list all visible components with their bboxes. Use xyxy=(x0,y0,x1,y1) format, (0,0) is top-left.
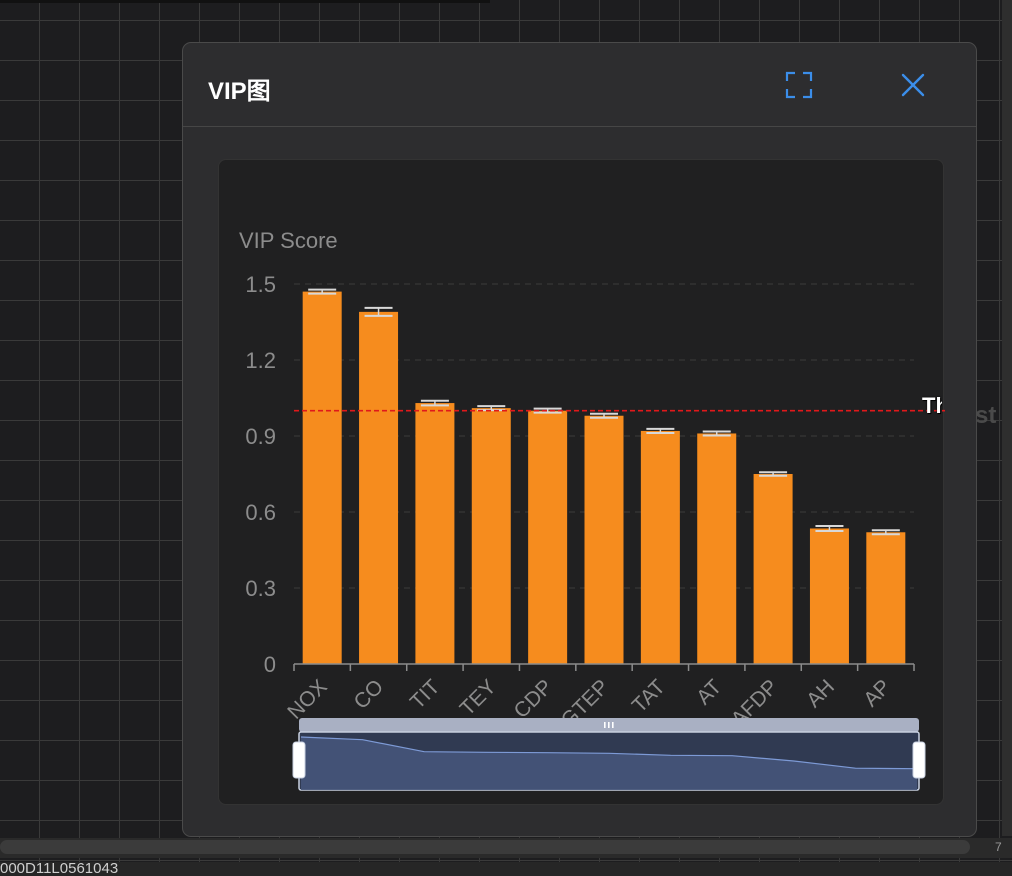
error-bar-gtep xyxy=(590,412,618,419)
bottom-id-text: 000D11L0561043 xyxy=(0,862,1012,876)
vip-bar-chart: VIP Score 0 0.3 0.6 0.9 1.2 1.5 NOX CO TIT TEY CD… xyxy=(239,228,945,791)
zoom-grip xyxy=(608,722,610,728)
error-bar-afdp xyxy=(759,471,788,477)
chart-card: VIP Score 0 0.3 0.6 0.9 1.2 1.5 NOX CO TIT TEY CD… xyxy=(218,159,945,805)
y-tick-label: 0.9 xyxy=(245,424,276,449)
bar-ah xyxy=(809,528,849,664)
top-strip xyxy=(0,0,490,3)
error-bar-ap xyxy=(871,529,900,536)
zoom-line xyxy=(300,736,918,770)
zoom-handle-right[interactable] xyxy=(912,741,926,779)
fullscreen-icon xyxy=(785,71,813,99)
bar-at xyxy=(697,433,737,664)
x-tick-label: TEY xyxy=(456,675,501,720)
error-bar-nox xyxy=(308,288,337,295)
x-tick-label: CDP xyxy=(510,675,558,723)
zoom-grip xyxy=(612,722,614,728)
error-bar-at xyxy=(702,430,731,437)
bar-co xyxy=(359,311,399,664)
x-axis xyxy=(293,663,915,671)
x-tick-label: AT xyxy=(692,675,726,709)
x-tick-label: TAT xyxy=(628,675,670,717)
error-bar-cdp xyxy=(533,407,562,414)
close-icon xyxy=(901,73,925,97)
error-bar-tat xyxy=(646,427,675,434)
horizontal-scrollbar[interactable] xyxy=(0,840,970,854)
zoom-area xyxy=(301,737,917,790)
y-axis-label: VIP Score xyxy=(239,228,338,253)
dialog-header: VIP图 xyxy=(183,43,976,127)
x-tick-label: AP xyxy=(859,675,895,711)
bar-cdp xyxy=(528,410,568,664)
background-text: st xyxy=(975,402,997,429)
bar-tey xyxy=(471,408,511,664)
y-tick-label: 0.6 xyxy=(245,500,276,525)
y-tick-label: 1.2 xyxy=(245,348,276,373)
close-button[interactable] xyxy=(897,69,929,101)
error-bar-tit xyxy=(420,399,449,407)
y-tick-label: 0 xyxy=(264,652,276,677)
x-tick-label: NOX xyxy=(283,675,331,723)
dialog-title: VIP图 xyxy=(208,78,271,105)
bar-ap xyxy=(866,532,906,664)
x-tick-label: TIT xyxy=(406,675,445,714)
bar-gtep xyxy=(584,415,624,664)
data-zoom-slider[interactable] xyxy=(292,718,926,791)
y-tick-labels: 0 0.3 0.6 0.9 1.2 1.5 xyxy=(245,272,276,677)
error-bar-ah xyxy=(815,524,844,532)
bar-afdp xyxy=(753,474,793,664)
x-tick-label: CO xyxy=(350,675,389,714)
vertical-scrollbar[interactable] xyxy=(1002,0,1012,836)
bar-nox xyxy=(302,291,342,664)
error-bars xyxy=(308,288,900,536)
bar-tit xyxy=(415,403,455,664)
zoom-grip xyxy=(604,722,606,728)
threshold-label: Th xyxy=(922,393,942,418)
error-bar-co xyxy=(364,306,393,317)
fullscreen-button[interactable] xyxy=(783,69,815,101)
bar-tat xyxy=(640,430,680,664)
y-tick-label: 0.3 xyxy=(245,576,276,601)
zoom-handle-left[interactable] xyxy=(292,741,306,779)
y-tick-label: 1.5 xyxy=(245,272,276,297)
x-tick-label: AH xyxy=(802,675,839,712)
bars xyxy=(302,291,906,664)
corner-number: 7 xyxy=(995,840,1002,854)
